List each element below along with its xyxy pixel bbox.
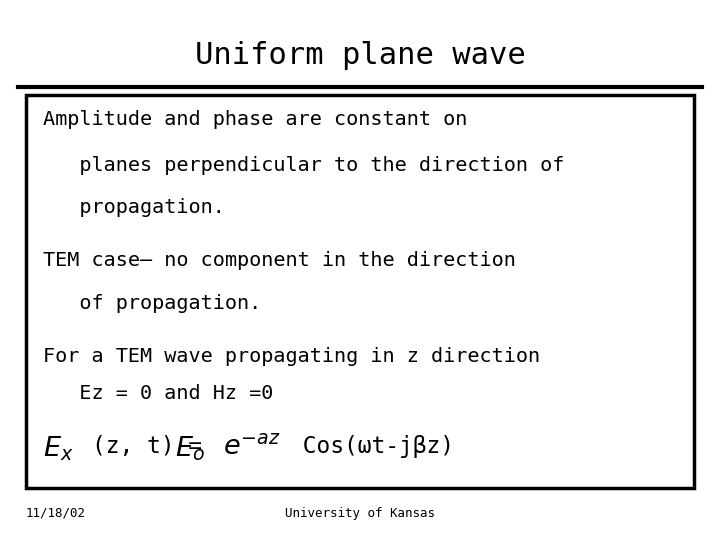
Text: planes perpendicular to the direction of: planes perpendicular to the direction of	[43, 156, 564, 175]
Text: $E_x$: $E_x$	[43, 435, 74, 463]
Text: Cos(ωt-jβz): Cos(ωt-jβz)	[289, 435, 454, 458]
Text: Uniform plane wave: Uniform plane wave	[194, 42, 526, 70]
Text: Ez = 0 and Hz =0: Ez = 0 and Hz =0	[43, 384, 274, 403]
Text: (z, t) =: (z, t) =	[91, 435, 215, 458]
FancyBboxPatch shape	[25, 94, 695, 488]
Text: TEM case– no component in the direction: TEM case– no component in the direction	[43, 252, 516, 271]
Text: $e^{-az}$: $e^{-az}$	[222, 435, 280, 461]
Text: of propagation.: of propagation.	[43, 294, 261, 313]
Text: $E_o$: $E_o$	[175, 435, 205, 463]
Text: propagation.: propagation.	[43, 198, 225, 217]
Text: University of Kansas: University of Kansas	[285, 507, 435, 520]
Text: 11/18/02: 11/18/02	[25, 507, 86, 520]
Text: Amplitude and phase are constant on: Amplitude and phase are constant on	[43, 111, 468, 130]
Text: For a TEM wave propagating in z direction: For a TEM wave propagating in z directio…	[43, 347, 541, 366]
